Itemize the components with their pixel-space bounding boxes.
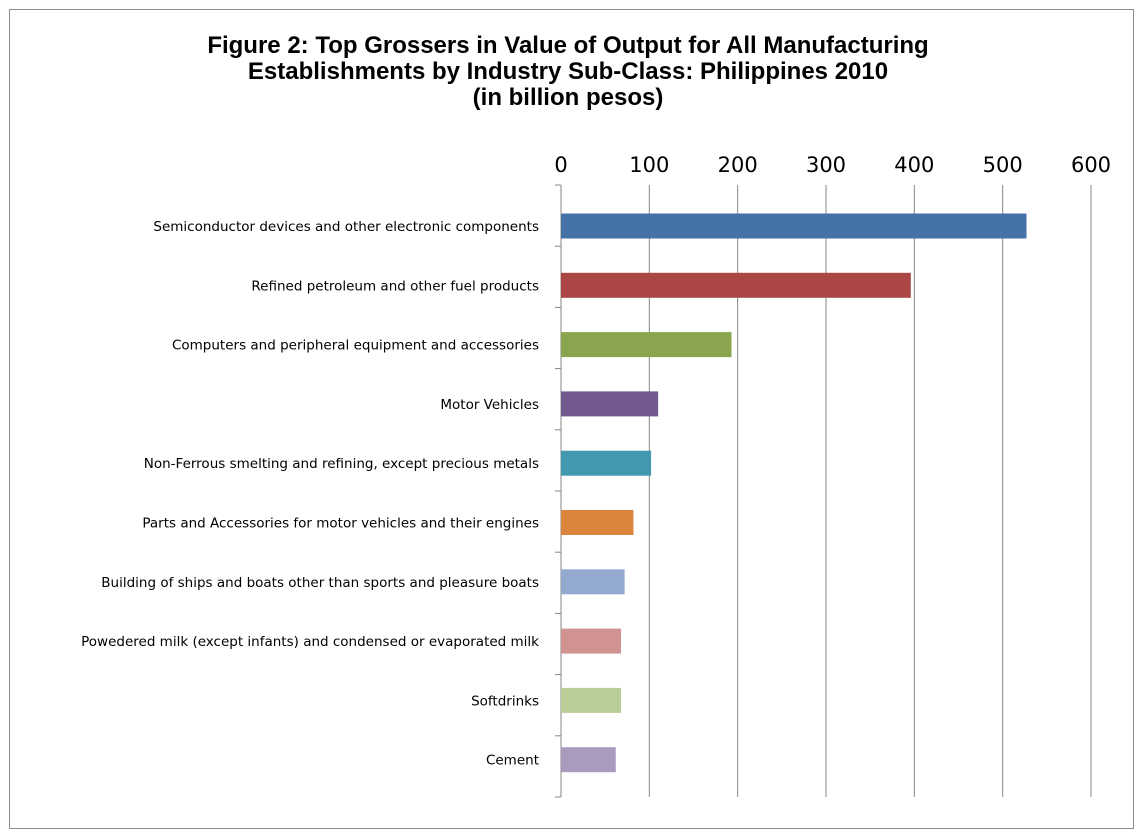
- x-tick-label: 500: [983, 153, 1023, 177]
- bar: [561, 747, 616, 773]
- bar: [561, 628, 622, 654]
- category-labels: Semiconductor devices and other electron…: [81, 219, 539, 769]
- x-tick-label: 600: [1071, 153, 1111, 177]
- category-label: Refined petroleum and other fuel product…: [251, 278, 539, 294]
- bar: [561, 391, 659, 417]
- x-tick-label: 100: [629, 153, 669, 177]
- x-tick-label: 300: [806, 153, 846, 177]
- chart-title-line-2: Establishments by Industry Sub-Class: Ph…: [247, 58, 889, 85]
- chart-title-line-3: (in billion pesos): [472, 84, 664, 111]
- category-label: Cement: [486, 753, 539, 769]
- category-label: Computers and peripheral equipment and a…: [172, 338, 539, 354]
- value-axis: 0 100 200 300 400 500 600: [554, 153, 1111, 798]
- bar: [561, 569, 625, 595]
- bar: [561, 450, 652, 476]
- category-label: Parts and Accessories for motor vehicles…: [142, 516, 539, 532]
- x-tick-label: 0: [554, 153, 567, 177]
- chart-title-line-1: Figure 2: Top Grossers in Value of Outpu…: [207, 32, 929, 59]
- x-tick-label: 200: [718, 153, 758, 177]
- bar: [561, 332, 732, 358]
- bar: [561, 510, 634, 535]
- category-label: Non-Ferrous smelting and refining, excep…: [144, 456, 539, 472]
- bar: [561, 213, 1027, 239]
- category-label: Building of ships and boats other than s…: [101, 575, 539, 591]
- category-label: Powedered milk (except infants) and cond…: [81, 634, 539, 650]
- x-tick-label: 400: [894, 153, 934, 177]
- bar: [561, 687, 622, 713]
- bars: [561, 213, 1027, 773]
- bar: [561, 272, 911, 298]
- category-label: Semiconductor devices and other electron…: [153, 219, 539, 235]
- chart-title: Figure 2: Top Grossers in Value of Outpu…: [0, 33, 1136, 111]
- category-label: Motor Vehicles: [440, 397, 539, 413]
- category-label: Softdrinks: [471, 693, 539, 709]
